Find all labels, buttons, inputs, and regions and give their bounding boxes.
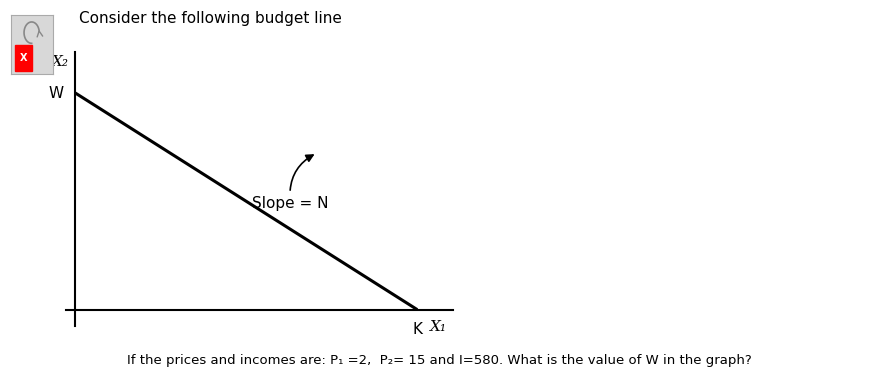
Text: K: K [412,322,421,337]
Text: If the prices and incomes are: P₁ =2,  P₂= 15 and I=580. What is the value of W : If the prices and incomes are: P₁ =2, P₂… [127,354,751,367]
Text: X: X [19,53,27,63]
Text: W: W [48,86,63,101]
Text: X₁: X₁ [429,320,446,334]
Text: Consider the following budget line: Consider the following budget line [79,11,342,26]
FancyBboxPatch shape [15,45,32,71]
Text: Slope = N: Slope = N [252,155,328,211]
Text: X₂: X₂ [53,55,69,69]
